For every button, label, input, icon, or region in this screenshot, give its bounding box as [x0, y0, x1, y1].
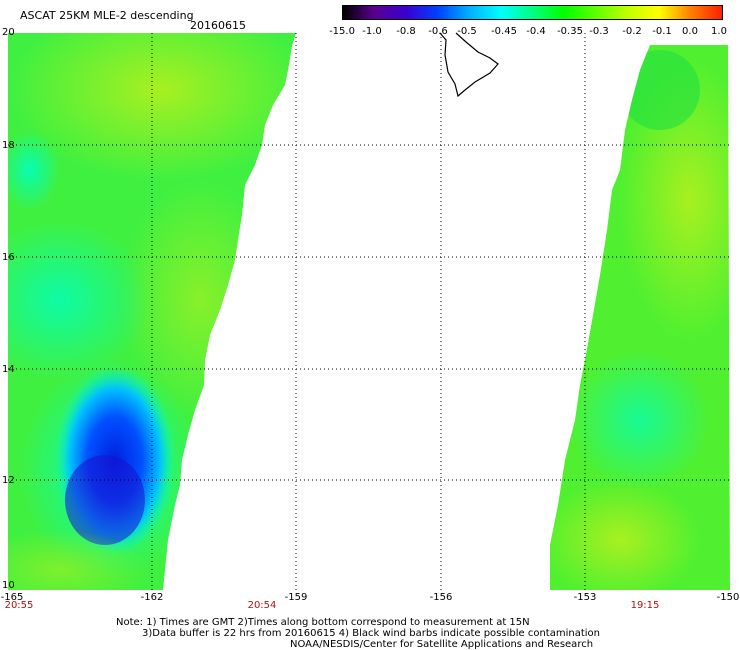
colorbar-tick-label: -0.8	[396, 26, 416, 37]
time-label: 20:55	[4, 600, 34, 611]
map-date: 20160615	[190, 19, 246, 32]
island-outline	[439, 32, 499, 98]
map-grid	[8, 33, 730, 590]
colorbar-tick-label: -0.35	[557, 26, 583, 37]
lon-label: -162	[140, 592, 164, 603]
lat-label: 16	[2, 252, 15, 263]
lon-label: -153	[573, 592, 597, 603]
colorbar-tick-label: 0.0	[682, 26, 698, 37]
colorbar-tick-label: -0.4	[526, 26, 546, 37]
lat-label: 18	[2, 140, 15, 151]
note-line: NOAA/NESDIS/Center for Satellite Applica…	[290, 639, 594, 650]
colorbar-tick-label: -0.3	[589, 26, 609, 37]
note-line: Note: 1) Times are GMT 2)Times along bot…	[116, 617, 530, 628]
lon-label: -150	[716, 592, 740, 603]
note-line: 3)Data buffer is 22 hrs from 20160615 4)…	[142, 628, 600, 639]
colorbar-tick-label: -0.5	[457, 26, 477, 37]
colorbar-tick-label: -0.2	[622, 26, 642, 37]
colorbar-tick-label: -1.0	[362, 26, 382, 37]
colorbar-tick-label: -15.0	[329, 26, 355, 37]
lat-label: 10	[2, 580, 15, 591]
left-swath	[8, 33, 296, 590]
time-label: 20:54	[247, 600, 277, 611]
color-scale-bar	[342, 5, 723, 20]
lat-label: 14	[2, 364, 15, 375]
colorbar-tick-label: 1.0	[711, 26, 727, 37]
lon-label: -159	[284, 592, 308, 603]
lon-label: -156	[429, 592, 453, 603]
right-swath	[550, 45, 730, 590]
colorbar-tick-label: -0.6	[428, 26, 448, 37]
colorbar-tick-label: -0.45	[491, 26, 517, 37]
time-label: 19:15	[630, 600, 660, 611]
colorbar-tick-label: -0.1	[652, 26, 672, 37]
map-title: ASCAT 25KM MLE-2 descending	[20, 9, 194, 22]
lon-label: -165	[0, 592, 24, 603]
lat-label: 12	[2, 475, 15, 486]
lat-label: 20	[2, 27, 15, 38]
